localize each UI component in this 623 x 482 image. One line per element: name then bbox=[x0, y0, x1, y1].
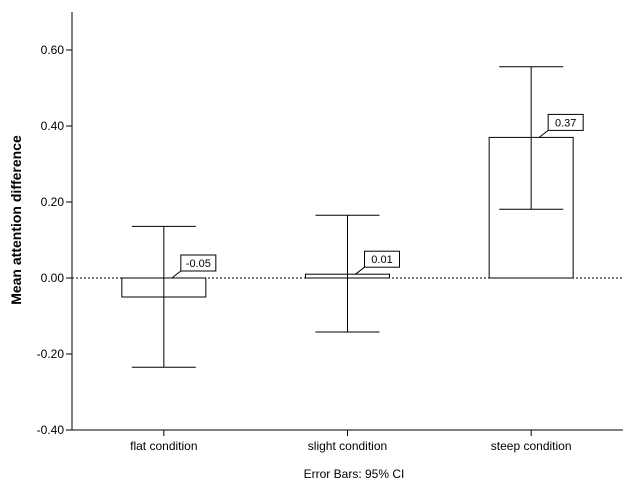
x-tick-label: slight condition bbox=[308, 439, 387, 453]
y-tick-label: 0.20 bbox=[41, 195, 65, 209]
data-label-leader bbox=[171, 270, 182, 279]
data-label: 0.37 bbox=[555, 117, 576, 129]
data-label-box bbox=[547, 113, 584, 131]
y-tick-label: -0.20 bbox=[37, 347, 65, 361]
error-bars-note: Error Bars: 95% CI bbox=[304, 467, 405, 481]
data-label: -0.05 bbox=[186, 258, 211, 270]
data-label-box bbox=[364, 250, 400, 268]
axes bbox=[66, 12, 623, 436]
error-bars bbox=[131, 66, 564, 368]
y-tick-label: -0.40 bbox=[37, 423, 65, 437]
y-tick-label: 0.00 bbox=[41, 271, 65, 285]
data-label-leader bbox=[355, 266, 365, 275]
tick-labels: -0.40 -0.20 0.00 0.20 0.40 0.60 flat condition… bbox=[37, 43, 572, 453]
y-axis-title: Mean attention difference bbox=[8, 135, 24, 305]
data-label-leader bbox=[538, 130, 549, 138]
x-tick-label: steep condition bbox=[491, 439, 572, 453]
data-label-box bbox=[180, 254, 217, 272]
y-tick-label: 0.60 bbox=[41, 43, 65, 57]
data-labels: -0.05 0.01 0.37 bbox=[171, 113, 584, 279]
data-label: 0.01 bbox=[371, 254, 392, 266]
y-tick-label: 0.40 bbox=[41, 119, 65, 133]
x-tick-label: flat condition bbox=[130, 439, 197, 453]
